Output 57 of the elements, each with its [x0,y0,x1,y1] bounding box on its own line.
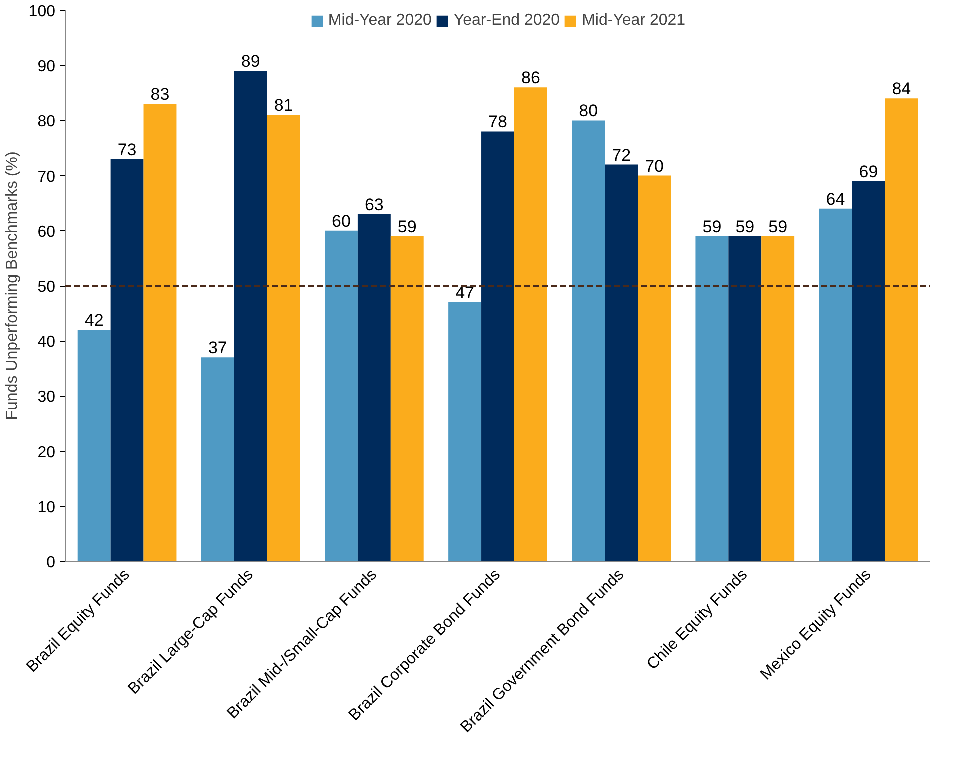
data-label: 69 [859,162,878,182]
bar [110,159,144,562]
bar [390,236,424,562]
bar [728,236,762,562]
bar [325,230,358,562]
y-tick-label: 20 [38,444,56,462]
y-tick-label: 0 [46,554,56,572]
bar [514,88,548,562]
legend-label: Mid-Year 2020 [328,12,432,30]
data-label: 72 [612,146,632,165]
bar [144,104,177,562]
data-label: 47 [456,284,475,303]
bar [696,236,729,562]
legend-label: Mid-Year 2021 [582,12,686,30]
bar [885,98,918,562]
bar [605,164,638,562]
bar [572,120,606,562]
data-label: 59 [768,217,788,236]
y-tick-label: 50 [38,279,56,296]
data-label: 42 [84,311,104,330]
data-label: 80 [579,102,598,121]
data-label: 63 [364,195,384,214]
data-label: 73 [118,140,137,160]
data-label: 83 [150,85,170,104]
bar [448,302,482,562]
y-tick-label: 30 [38,389,56,406]
bar [762,236,795,562]
bar [201,358,234,562]
y-tick-label: 60 [38,224,56,241]
y-tick-label: 100 [28,4,56,20]
data-label: 78 [488,112,508,132]
bar [638,176,671,562]
bar [819,208,852,562]
y-tick-label: 10 [38,499,56,516]
bar [358,214,391,562]
data-label: 86 [522,68,540,88]
data-label: 59 [736,217,755,236]
legend-label: Year-End 2020 [454,12,560,30]
bar [78,330,111,562]
data-label: 59 [702,217,722,236]
data-label: 59 [398,217,417,236]
bar [234,71,268,562]
y-tick-label: 70 [38,168,56,186]
y-tick-label: 80 [38,114,56,131]
data-label: 64 [826,190,846,209]
data-label: 84 [892,80,912,99]
data-label: 81 [274,96,294,116]
data-label: 89 [241,52,260,72]
y-axis-title: Funds Unperforming Benchmarks (%) [4,152,21,420]
bar [482,132,514,562]
data-label: 60 [332,212,351,231]
data-label: 37 [208,338,228,358]
y-tick-label: 90 [38,58,56,76]
bar [852,181,886,562]
y-tick-label: 40 [38,334,56,352]
data-label: 70 [645,156,664,176]
bar [267,115,300,562]
